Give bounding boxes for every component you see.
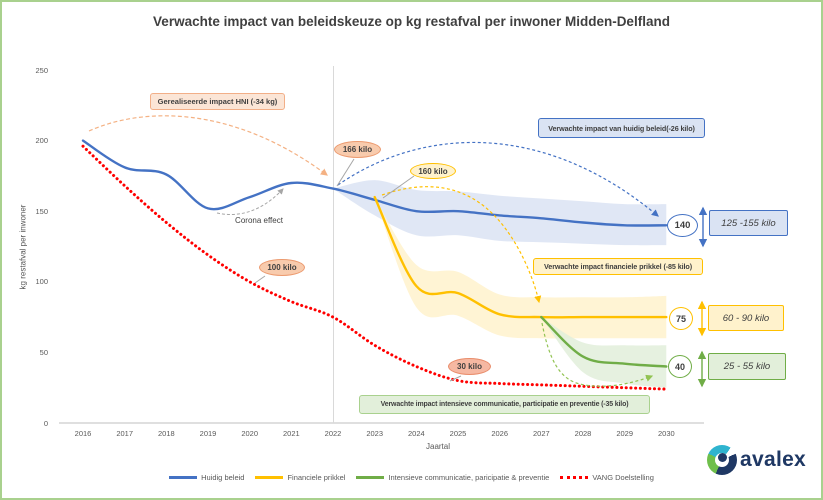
end-value-financiele: 75 — [669, 307, 693, 330]
communicatie-callout: Verwachte impact intensieve communicatie… — [359, 395, 650, 414]
x-tick-label: 2020 — [241, 429, 258, 438]
y-tick-label: 250 — [35, 65, 48, 75]
x-tick-label: 2026 — [491, 429, 508, 438]
logo-icon-dot — [718, 453, 727, 462]
corona-effect-arrow — [216, 188, 284, 215]
y-tick-label: 50 — [39, 347, 48, 357]
legend-label: Intensieve communicatie, paricipatie & p… — [388, 473, 550, 482]
leader-160 — [382, 175, 415, 199]
realized-impact-callout: Gerealiseerde impact HNI (-34 kg) — [150, 93, 285, 110]
range-box-huidig: 125 -155 kilo — [709, 210, 788, 236]
series-line-intensieve-communicatie-paricipatie-preventie — [540, 315, 668, 368]
end-value-huidig: 140 — [667, 214, 698, 237]
y-tick-label: 200 — [35, 136, 48, 146]
chart-legend: Huidig beleid Financiele prikkel Intensi… — [2, 473, 821, 482]
financiele-prikkel-arrow — [381, 186, 542, 304]
x-tick-label: 2024 — [407, 429, 425, 438]
realized-impact-arrow — [88, 115, 328, 176]
avalex-logo-text: avalex — [740, 448, 807, 471]
leader-166 — [336, 158, 355, 187]
kilo-166-callout: 166 kilo — [334, 141, 381, 158]
y-tick-label: 100 — [35, 277, 48, 287]
series-line-financiele-prikkel — [373, 195, 668, 319]
line-swatch-green — [356, 476, 385, 479]
legend-item-financiele-prikkel: Financiele prikkel — [255, 473, 345, 482]
avalex-logo: avalex — [707, 445, 806, 475]
x-tick-label: 2023 — [366, 429, 383, 438]
x-tick-label: 2016 — [74, 429, 92, 438]
leader-100 — [254, 275, 266, 284]
huidig-beleid-callout: Verwachte impact van huidig beleid(-26 k… — [538, 118, 705, 138]
x-axis-title: Jaartal — [425, 442, 451, 451]
series-layer — [81, 139, 668, 391]
series-line-vang-doelstelling — [81, 144, 668, 391]
avalex-logo-icon — [707, 445, 737, 475]
legend-item-huidig-beleid: Huidig beleid — [169, 473, 244, 482]
end-value-communicatie: 40 — [668, 355, 692, 378]
x-tick-label: 2028 — [574, 429, 592, 438]
kilo-160-callout: 160 kilo — [410, 163, 456, 179]
communicatie-arrow — [541, 322, 654, 387]
page-title: Verwachte impact van beleidskeuze op kg … — [153, 14, 670, 29]
x-tick-label: 2029 — [616, 429, 633, 438]
legend-label: Financiele prikkel — [287, 473, 346, 482]
line-swatch-red-dotted — [560, 476, 589, 479]
x-tick-label: 2022 — [324, 429, 342, 438]
x-tick-label: 2025 — [449, 429, 467, 438]
x-tick-label: 2019 — [199, 429, 217, 438]
x-tick-label: 2021 — [282, 429, 300, 438]
x-tick-label: 2017 — [116, 429, 133, 438]
line-swatch-yellow — [255, 476, 284, 479]
y-tick-label: 150 — [35, 206, 48, 216]
x-tick-label: 2018 — [157, 429, 175, 438]
legend-item-communicatie: Intensieve communicatie, paricipatie & p… — [356, 473, 549, 482]
range-box-communicatie: 25 - 55 kilo — [708, 353, 786, 380]
financiele-prikkel-callout: Verwachte impact financiele prikkel (-85… — [533, 258, 703, 275]
x-tick-label: 2027 — [532, 429, 550, 438]
kilo-100-callout: 100 kilo — [259, 259, 305, 276]
communicatie-range-band — [541, 317, 667, 388]
line-swatch-blue — [169, 476, 198, 479]
x-tick-label: 2030 — [657, 429, 675, 438]
corona-effect-label: Corona effect — [235, 216, 283, 225]
legend-item-vang: VANG Doelstelling — [560, 473, 654, 482]
y-axis-title: kg restafval per inwoner — [18, 204, 28, 290]
huidig-beleid-arrow — [337, 141, 659, 217]
kilo-30-callout: 30 kilo — [448, 358, 491, 375]
legend-label: VANG Doelstelling — [592, 473, 654, 482]
leader-30 — [449, 375, 462, 382]
huidig-beleid-range-band — [333, 180, 667, 246]
annotation-arrows — [88, 115, 708, 388]
range-box-financiele: 60 - 90 kilo — [708, 305, 784, 331]
y-tick-label: 0 — [43, 418, 48, 428]
financiele-prikkel-range-band — [374, 197, 667, 339]
legend-label: Huidig beleid — [201, 473, 245, 482]
axes — [59, 66, 704, 424]
